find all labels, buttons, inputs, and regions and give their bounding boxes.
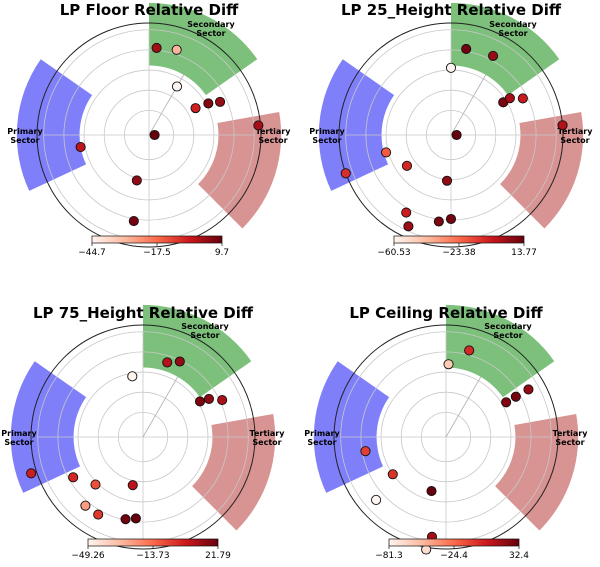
- panel-title: LP 75_Height Relative Diff: [33, 304, 254, 322]
- data-point: [445, 213, 457, 225]
- sector-label-tertiary: Tertiary Sector: [558, 127, 594, 145]
- data-point: [443, 359, 454, 370]
- data-point: [426, 486, 437, 497]
- outer-circle: [338, 22, 564, 248]
- data-point: [93, 509, 104, 520]
- sector-label-secondary: Secondary Sector: [484, 322, 532, 340]
- data-point: [75, 142, 86, 153]
- data-point: [127, 480, 138, 491]
- data-point: [523, 384, 534, 395]
- data-point: [151, 42, 162, 54]
- sector-label-secondary: Secondary Sector: [181, 322, 229, 340]
- colorbar-tick-label: −24.4: [440, 551, 468, 561]
- colorbar-tick-label: 9.7: [215, 248, 229, 258]
- data-point: [441, 175, 453, 186]
- data-point: [501, 397, 512, 408]
- data-point: [203, 393, 215, 404]
- direction-line: [445, 376, 482, 438]
- colorbar: [393, 235, 525, 244]
- data-point: [371, 494, 382, 506]
- colorbar-tick-label: 13.77: [511, 248, 537, 258]
- data-point: [340, 168, 351, 179]
- data-point: [217, 395, 228, 406]
- colorbar-tick-label: −13.73: [136, 551, 169, 561]
- data-point: [171, 81, 183, 92]
- sector-label-tertiary: Tertiary Sector: [250, 429, 286, 447]
- data-point: [162, 357, 173, 368]
- colorbar: [388, 538, 520, 547]
- sector-primary-wedge: [318, 59, 395, 191]
- sector-primary-wedge: [10, 361, 87, 493]
- sector-label-tertiary: Tertiary Sector: [256, 127, 292, 145]
- data-point: [557, 120, 568, 131]
- data-point: [127, 371, 138, 382]
- outer-circle: [333, 324, 559, 550]
- panel-title: LP Floor Relative Diff: [60, 1, 239, 19]
- panel-title: LP 25_Height Relative Diff: [341, 1, 562, 19]
- data-point: [253, 120, 264, 131]
- data-point: [401, 160, 413, 171]
- data-point: [90, 479, 101, 490]
- sector-label-primary: Primary Sector: [7, 127, 43, 145]
- data-point: [128, 215, 139, 227]
- data-point: [171, 44, 182, 55]
- colorbar-tick-label: −23.38: [442, 248, 476, 258]
- sector-label-primary: Primary Sector: [1, 429, 37, 447]
- colorbar-tick-label: −44.7: [78, 248, 106, 258]
- outer-circle: [30, 324, 256, 550]
- sector-label-secondary: Secondary Sector: [187, 20, 235, 38]
- data-point: [215, 96, 226, 107]
- colorbar-tick-label: 21.79: [205, 551, 231, 561]
- data-point: [174, 356, 185, 367]
- colorbar-tick-label: −60.53: [377, 248, 410, 258]
- colorbar-tick-label: −17.5: [143, 248, 171, 258]
- data-point: [381, 147, 392, 158]
- direction-line: [142, 376, 179, 438]
- data-point: [461, 43, 472, 55]
- data-point: [433, 216, 444, 227]
- data-point: [131, 175, 142, 186]
- colorbar-tick-label: −81.3: [375, 551, 403, 561]
- sector-primary-wedge: [16, 59, 93, 191]
- outer-circle: [36, 22, 262, 248]
- data-point: [387, 469, 398, 480]
- data-point: [488, 50, 499, 61]
- data-point: [68, 472, 79, 483]
- data-point: [464, 345, 475, 356]
- data-point: [130, 513, 141, 524]
- data-point: [80, 500, 91, 511]
- data-point: [403, 221, 414, 232]
- sector-label-primary: Primary Sector: [304, 429, 340, 447]
- colorbar-tick-label: −49.26: [71, 551, 105, 561]
- sector-primary-wedge: [313, 361, 390, 493]
- data-point: [190, 103, 201, 114]
- sector-label-tertiary: Tertiary Sector: [553, 429, 589, 447]
- sector-label-secondary: Secondary Sector: [489, 20, 537, 38]
- data-point: [510, 391, 521, 402]
- colorbar-tick-label: 32.4: [509, 551, 529, 561]
- data-point: [445, 62, 457, 73]
- panel-title: LP Ceiling Relative Diff: [349, 304, 543, 322]
- data-point: [149, 129, 160, 141]
- data-point: [203, 98, 214, 109]
- data-point: [451, 129, 462, 141]
- direction-line: [450, 74, 487, 136]
- data-point: [120, 514, 131, 525]
- data-point: [360, 446, 371, 457]
- colorbar: [91, 235, 223, 244]
- data-point: [517, 93, 528, 104]
- data-point: [504, 93, 515, 104]
- data-point: [26, 468, 37, 479]
- sector-label-primary: Primary Sector: [309, 127, 345, 145]
- colorbar: [87, 538, 219, 547]
- data-point: [401, 207, 412, 218]
- data-point: [194, 396, 206, 407]
